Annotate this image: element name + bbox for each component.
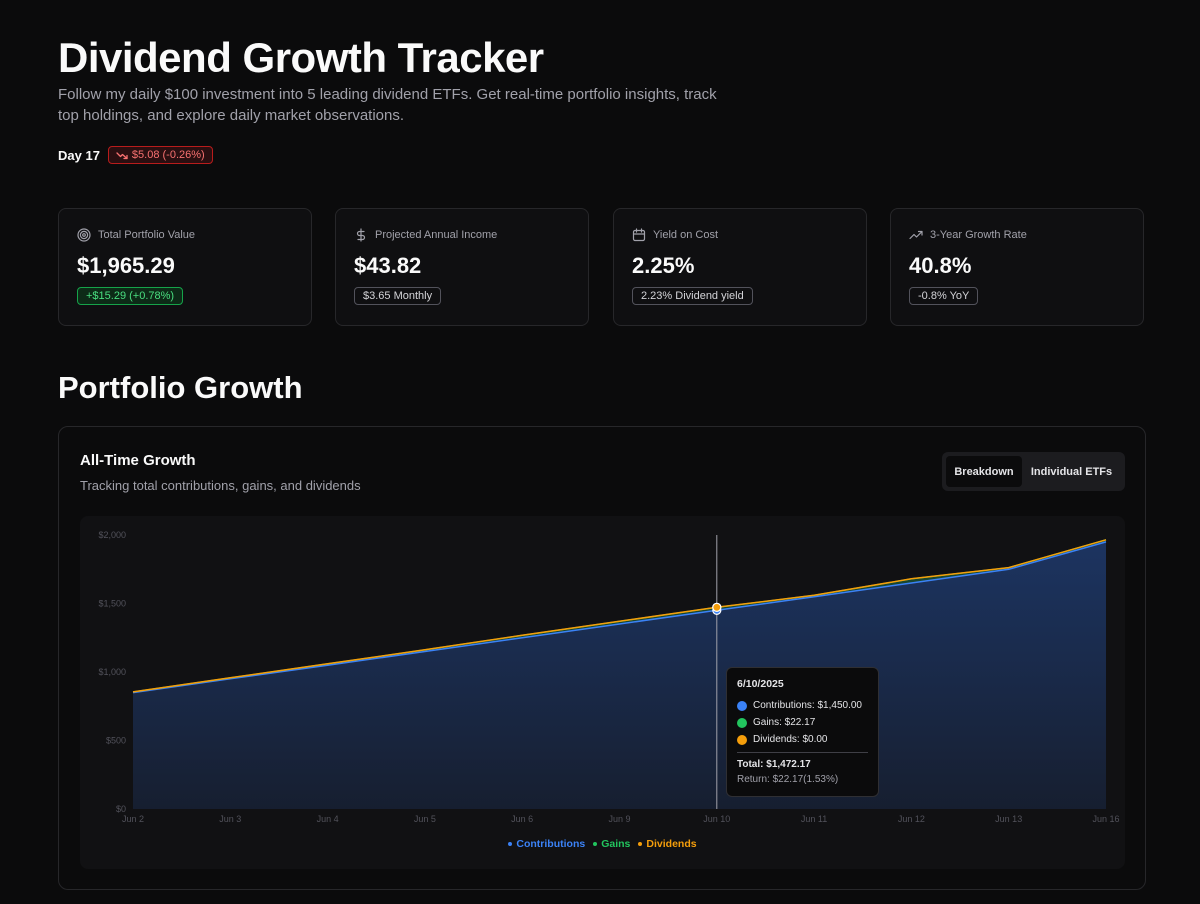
stat-badge: $3.65 Monthly — [354, 287, 442, 305]
stat-label: Total Portfolio Value — [98, 229, 196, 241]
stat-label: Yield on Cost — [653, 229, 719, 241]
growth-chart[interactable]: $0 $500 $1,000 $1,500 $2,000 Jun 2 Jun 3 Jun 4 J… — [80, 516, 1125, 869]
stat-badge: +$15.29 (+0.78%) — [77, 287, 184, 305]
stat-card-growth-rate: 3-Year Growth Rate 40.8% -0.8% YoY — [890, 208, 1144, 326]
day-change-value: $5.08 (-0.26%) — [131, 149, 205, 161]
x-tick-label: Jun 13 — [995, 814, 1022, 824]
y-tick-label: $2,000 — [98, 530, 126, 540]
legend-item-dividends[interactable]: Dividends — [638, 838, 697, 850]
stat-label: Projected Annual Income — [375, 229, 498, 241]
growth-chart-card: All-Time Growth Tracking total contribut… — [58, 426, 1146, 890]
y-tick-label: $1,000 — [98, 667, 126, 677]
day-label: Day 17 — [58, 147, 100, 163]
chart-title: All-Time Growth — [80, 452, 196, 469]
stat-card-yield-on-cost: Yield on Cost 2.25% 2.23% Dividend yield — [613, 208, 867, 326]
x-tick-label: Jun 4 — [317, 814, 339, 824]
legend-item-gains[interactable]: Gains — [593, 838, 630, 850]
section-title: Portfolio Growth — [58, 370, 303, 405]
page-title: Dividend Growth Tracker — [58, 34, 544, 81]
y-tick-label: $1,500 — [98, 599, 126, 609]
contributions-area — [133, 541, 1106, 809]
x-tick-label: Jun 11 — [801, 814, 827, 824]
tooltip-divider — [737, 752, 868, 753]
x-tick-label: Jun 9 — [608, 814, 630, 824]
breakdown-tab[interactable]: Breakdown — [946, 456, 1022, 487]
dividends-line — [132, 539, 1107, 693]
target-icon — [77, 228, 91, 242]
chart-tooltip: 6/10/2025 Contributions: $1,450.00 Gains… — [726, 667, 879, 797]
trending-up-icon — [909, 230, 923, 240]
dividends-dot — [737, 734, 747, 745]
x-tick-label: Jun 5 — [414, 814, 436, 824]
chart-description: Tracking total contributions, gains, and… — [80, 478, 361, 493]
view-toggle: Breakdown Individual ETFs — [942, 452, 1125, 491]
x-tick-label: Jun 2 — [122, 814, 144, 824]
day-change-badge: $5.08 (-0.26%) — [107, 146, 213, 164]
trending-down-icon — [116, 152, 128, 160]
contributions-dot — [737, 700, 747, 711]
stat-badge: 2.23% Dividend yield — [632, 287, 753, 305]
stat-badge: -0.8% YoY — [909, 287, 979, 305]
stat-card-portfolio-value: Total Portfolio Value $1,965.29 +$15.29 … — [58, 208, 312, 326]
x-tick-label: Jun 6 — [511, 814, 533, 824]
stat-value: 2.25% — [632, 253, 695, 278]
legend-label: Dividends — [646, 838, 697, 850]
x-tick-label: Jun 16 — [1092, 814, 1119, 824]
tooltip-row-gains: Gains: $22.17 — [737, 714, 868, 731]
legend-label: Gains — [601, 838, 631, 850]
tooltip-contributions: Contributions: $1,450.00 — [753, 700, 862, 711]
individual-etfs-tab[interactable]: Individual ETFs — [1030, 465, 1113, 478]
stat-value: $43.82 — [354, 253, 422, 278]
tooltip-date: 6/10/2025 — [737, 678, 784, 690]
legend-dot — [593, 842, 598, 846]
stat-card-annual-income: Projected Annual Income $43.82 $3.65 Mon… — [335, 208, 589, 326]
dividends-point — [712, 602, 722, 612]
legend-item-contributions[interactable]: Contributions — [508, 838, 585, 850]
contributions-line — [132, 541, 1107, 694]
chart-legend: Contributions Gains Dividends — [80, 838, 1125, 850]
stat-value: 40.8% — [909, 253, 972, 278]
tooltip-dividends: Dividends: $0.00 — [753, 734, 828, 745]
tooltip-total: Total: $1,472.17 — [737, 759, 811, 770]
dollar-icon — [356, 228, 366, 242]
y-tick-label: $0 — [116, 804, 126, 814]
calendar-icon — [632, 228, 646, 242]
stat-label: 3-Year Growth Rate — [930, 229, 1027, 241]
tooltip-gains: Gains: $22.17 — [753, 717, 816, 728]
tooltip-row-contributions: Contributions: $1,450.00 — [737, 697, 868, 714]
legend-label: Contributions — [516, 838, 586, 850]
tooltip-row-dividends: Dividends: $0.00 — [737, 731, 868, 748]
legend-dot — [508, 842, 513, 846]
legend-dot — [638, 842, 643, 846]
x-tick-label: Jun 10 — [703, 814, 730, 824]
growth-chart-svg[interactable]: $0 $500 $1,000 $1,500 $2,000 Jun 2 Jun 3 Jun 4 J… — [80, 516, 1125, 869]
stat-value: $1,965.29 — [77, 253, 175, 278]
x-tick-label: Jun 12 — [898, 814, 925, 824]
x-tick-label: Jun 3 — [219, 814, 241, 824]
tooltip-return: Return: $22.17(1.53%) — [737, 774, 839, 785]
day-row: Day 17 $5.08 (-0.26%) — [58, 146, 213, 164]
page-subtitle: Follow my daily $100 investment into 5 l… — [58, 86, 717, 124]
y-tick-label: $500 — [106, 736, 126, 746]
gains-dot — [737, 717, 747, 728]
